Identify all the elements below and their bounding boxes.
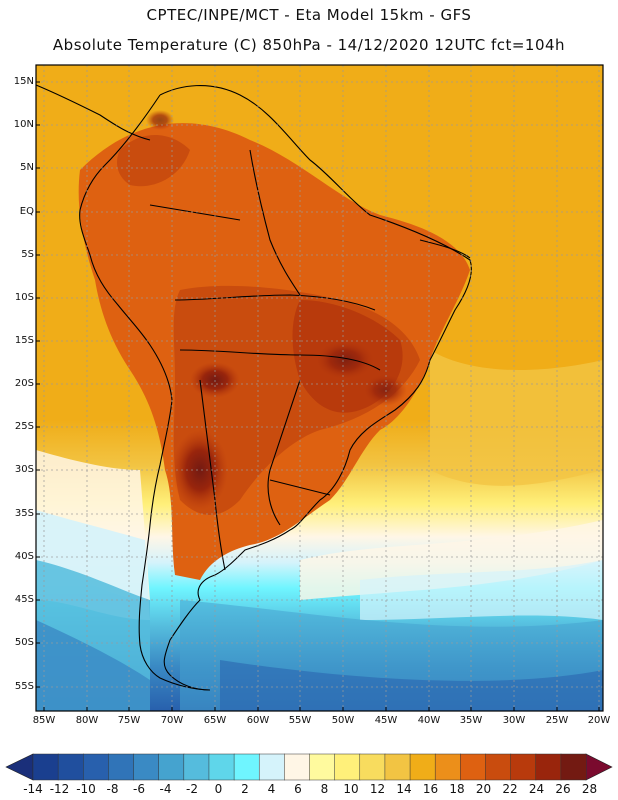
lat-label: 50S [14, 637, 34, 648]
colorbar-label: 10 [343, 782, 359, 796]
colorbar-label: 4 [267, 782, 276, 796]
colorbar-swatch [334, 753, 361, 781]
lat-label: 40S [14, 551, 34, 562]
colorbar-label: 2 [241, 782, 249, 796]
lon-label: 45W [374, 715, 398, 726]
colorbar-low-arrow [5, 753, 34, 781]
colorbar [5, 753, 613, 781]
lon-label: 85W [32, 715, 56, 726]
colorbar-label: 24 [528, 782, 545, 796]
colorbar-swatch [560, 753, 587, 781]
lat-label: 45S [14, 594, 34, 605]
map-frame [35, 64, 604, 712]
lat-label: 15S [14, 335, 34, 346]
colorbar-label: 8 [320, 782, 329, 796]
colorbar-label: 20 [475, 782, 492, 796]
lat-label: 10S [14, 292, 34, 303]
lat-label: 30S [14, 464, 34, 475]
colorbar-swatch [57, 753, 84, 781]
colorbar-label: 28 [581, 782, 598, 796]
colorbar-label: -6 [133, 782, 145, 796]
colorbar-swatch [183, 753, 210, 781]
colorbar-swatch [485, 753, 512, 781]
colorbar-label: -12 [49, 782, 70, 796]
lat-label: 5N [20, 162, 34, 173]
colorbar-swatch [409, 753, 436, 781]
colorbar-label: -10 [76, 782, 96, 796]
colorbar-label: -14 [23, 782, 43, 796]
colorbar-swatch [208, 753, 235, 781]
lon-label: 20W [587, 715, 611, 726]
lon-label: 55W [288, 715, 312, 726]
colorbar-swatch [158, 753, 185, 781]
lon-label: 35W [459, 715, 483, 726]
lat-label: 35S [14, 508, 34, 519]
colorbar-swatch [32, 753, 59, 781]
colorbar-swatch [384, 753, 411, 781]
colorbar-label: -4 [159, 782, 172, 796]
lat-label: 10N [13, 119, 34, 130]
lon-label: 50W [331, 715, 355, 726]
axis-ticks [36, 81, 600, 711]
colorbar-swatch [284, 753, 311, 781]
lon-label: 70W [160, 715, 184, 726]
colorbar-label: 6 [294, 782, 302, 796]
lon-label: 80W [75, 715, 99, 726]
colorbar-swatch [258, 753, 285, 781]
colorbar-label: -8 [106, 782, 119, 796]
colorbar-swatch [460, 753, 487, 781]
colorbar-swatch [133, 753, 160, 781]
colorbar-label: 12 [369, 782, 386, 796]
colorbar-swatch [510, 753, 537, 781]
colorbar-swatch [108, 753, 135, 781]
colorbar-label: 14 [396, 782, 412, 796]
temperature-field [36, 65, 603, 711]
map-subtitle: Absolute Temperature (C) 850hPa - 14/12/… [52, 36, 566, 54]
lon-label: 40W [417, 715, 441, 726]
lat-label: EQ [19, 206, 34, 217]
colorbar-swatch [359, 753, 386, 781]
colorbar-label: 18 [449, 782, 465, 796]
lon-label: 60W [246, 715, 270, 726]
colorbar-label: 0 [214, 782, 223, 796]
colorbar-swatch [535, 753, 562, 781]
colorbar-label: 26 [555, 782, 571, 796]
colorbar-high-arrow [585, 753, 613, 781]
colorbar-label: 16 [422, 782, 439, 796]
colorbar-swatch [83, 753, 109, 781]
colorbar-swatch [233, 753, 260, 781]
lat-label: 15N [13, 76, 34, 87]
lon-label: 75W [117, 715, 141, 726]
lat-label: 5S [21, 249, 34, 260]
lon-label: 30W [502, 715, 526, 726]
colorbar-swatch [309, 753, 336, 781]
lat-label: 55S [14, 681, 34, 692]
lon-label: 65W [203, 715, 227, 726]
colorbar-label: 22 [502, 782, 518, 796]
map-title: CPTEC/INPE/MCT - Eta Model 15km - GFS [146, 6, 472, 24]
lat-label: 25S [14, 421, 34, 432]
lon-label: 25W [545, 715, 569, 726]
colorbar-label: -2 [186, 782, 198, 796]
lat-label: 20S [14, 378, 34, 389]
colorbar-swatch [434, 753, 461, 781]
